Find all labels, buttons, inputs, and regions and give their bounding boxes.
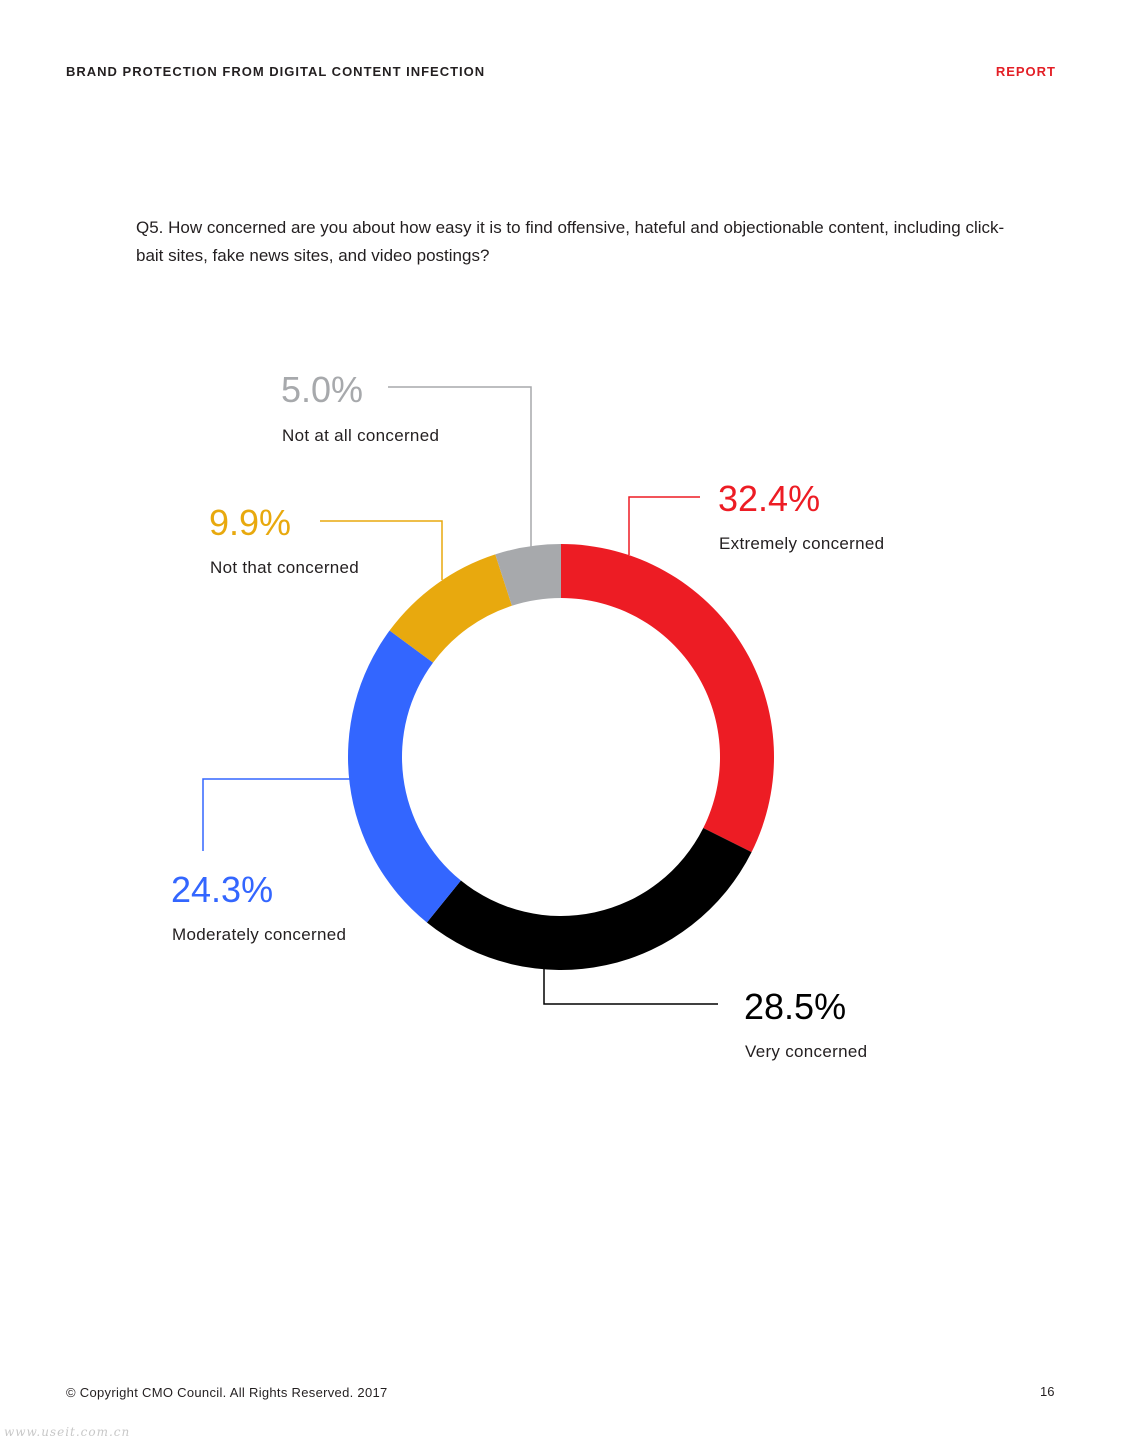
slice-moderately-concerned bbox=[348, 630, 461, 923]
slices-layer bbox=[348, 544, 774, 970]
value-label-moderately-concerned: 24.3% bbox=[171, 869, 273, 910]
survey-question: Q5. How concerned are you about how easy… bbox=[136, 218, 1005, 265]
value-label-very-concerned: 28.5% bbox=[744, 986, 846, 1027]
leader-line-not-at-all-concerned bbox=[388, 386, 532, 547]
report-title: BRAND PROTECTION FROM DIGITAL CONTENT IN… bbox=[66, 64, 486, 79]
category-label-not-at-all-concerned: Not at all concerned bbox=[282, 426, 439, 445]
slice-very-concerned bbox=[426, 828, 752, 970]
leader-line-moderately-concerned bbox=[202, 778, 350, 851]
value-label-not-that-concerned: 9.9% bbox=[209, 502, 291, 543]
category-label-moderately-concerned: Moderately concerned bbox=[172, 925, 346, 944]
leaders-layer bbox=[202, 386, 718, 1005]
leader-line-not-that-concerned bbox=[320, 520, 443, 580]
category-label-very-concerned: Very concerned bbox=[745, 1042, 867, 1061]
value-label-extremely-concerned: 32.4% bbox=[718, 478, 820, 519]
value-label-not-at-all-concerned: 5.0% bbox=[281, 369, 363, 410]
copyright-notice: © Copyright CMO Council. All Rights Rese… bbox=[66, 1385, 388, 1400]
labels-layer: 32.4% Extremely concerned 28.5% Very concer… bbox=[171, 369, 884, 1061]
slice-extremely-concerned bbox=[561, 544, 774, 853]
report-section-label: REPORT bbox=[995, 64, 1056, 79]
slice-not-that-concerned bbox=[389, 554, 512, 663]
category-label-extremely-concerned: Extremely concerned bbox=[719, 534, 884, 553]
page-number: 16 bbox=[1040, 1384, 1055, 1399]
category-label-not-that-concerned: Not that concerned bbox=[210, 558, 359, 577]
slice-not-at-all-concerned bbox=[495, 544, 561, 606]
leader-line-very-concerned bbox=[543, 938, 718, 1005]
watermark: www.useit.com.cn bbox=[4, 1425, 131, 1439]
leader-line-extremely-concerned bbox=[628, 496, 700, 555]
